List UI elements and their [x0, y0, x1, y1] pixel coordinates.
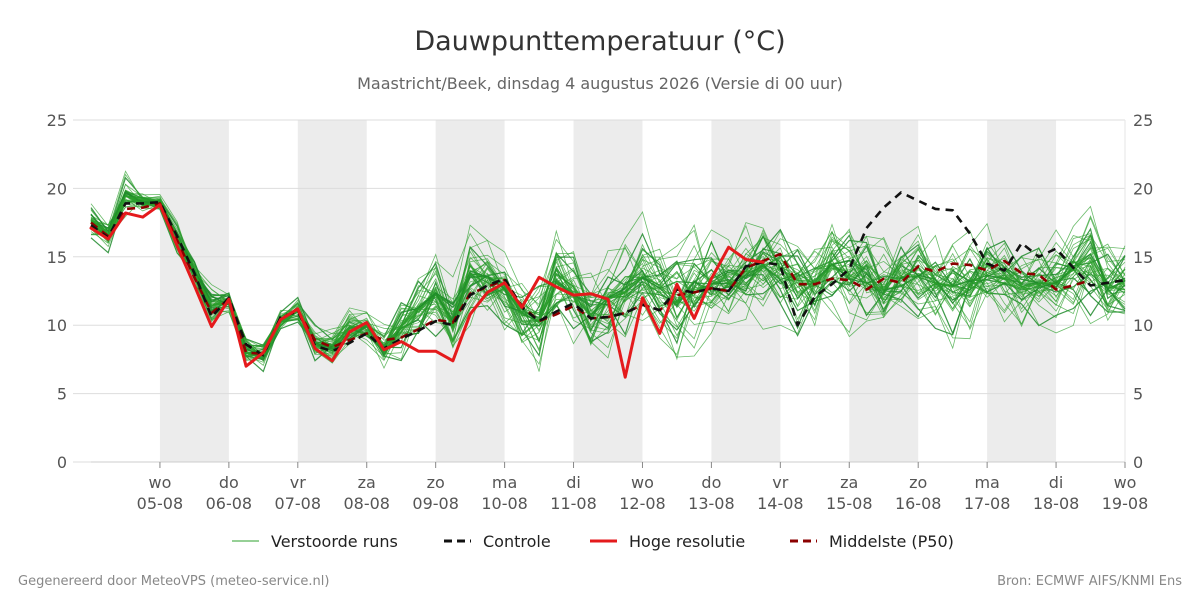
- x-tick-date: 07-08: [275, 494, 322, 513]
- x-tick-day: di: [566, 473, 581, 492]
- ensemble-member-line: [90, 183, 1126, 359]
- x-tick-date: 09-08: [412, 494, 459, 513]
- y-tick-label-left: 25: [47, 111, 67, 130]
- chart-title: Dauwpunttemperatuur (°C): [414, 26, 785, 57]
- day-band: [159, 120, 229, 462]
- legend: Verstoorde runs Controle Hoge resolutie Mid…: [232, 532, 954, 551]
- footer-source: Bron: ECMWF AIFS/KNMI Ens: [997, 574, 1182, 589]
- ensemble-member-line: [90, 193, 1126, 362]
- x-tick-date: 05-08: [137, 494, 184, 513]
- day-band: [297, 120, 367, 462]
- chart-subtitle: Maastricht/Beek, dinsdag 4 augustus 2026…: [357, 74, 843, 93]
- ensemble-member-line: [90, 195, 1126, 373]
- y-tick-label-left: 20: [47, 179, 67, 198]
- x-tick-date: 13-08: [688, 494, 735, 513]
- y-tick-label-right: 15: [1133, 248, 1153, 267]
- y-tick-label-left: 0: [57, 453, 67, 472]
- x-tick-day: wo: [631, 473, 654, 492]
- x-tick-date: 17-08: [964, 494, 1011, 513]
- x-tick-date: 19-08: [1102, 494, 1149, 513]
- y-tick-label-right: 20: [1133, 179, 1153, 198]
- x-tick-date: 15-08: [826, 494, 873, 513]
- x-tick-day: di: [1049, 473, 1064, 492]
- y-tick-label-right: 0: [1133, 453, 1143, 472]
- x-tick-date: 14-08: [757, 494, 804, 513]
- legend-label: Verstoorde runs: [271, 532, 398, 551]
- ensemble-member-line: [90, 195, 1126, 366]
- y-tick-label-right: 25: [1133, 111, 1153, 130]
- x-tick-date: 16-08: [895, 494, 942, 513]
- ensemble-member-line: [90, 189, 1126, 352]
- y-tick-label-right: 10: [1133, 316, 1153, 335]
- x-tick-day: zo: [427, 473, 445, 492]
- axes: 0 0 5 5 10 10 15 15 20 20 25 25 wo 05-08 do 06-08 vr 07-0…: [47, 111, 1154, 513]
- x-tick-day: do: [701, 473, 721, 492]
- x-tick-day: do: [219, 473, 239, 492]
- x-tick-day: wo: [1114, 473, 1137, 492]
- ensemble-member-line: [90, 192, 1126, 361]
- series-line-hoge-resolutie: [89, 203, 765, 379]
- footer-generated-by: Gegenereerd door MeteoVPS (meteo-service…: [18, 574, 329, 589]
- ensemble-member-line: [90, 195, 1126, 361]
- x-tick-date: 08-08: [343, 494, 390, 513]
- x-tick-date: 18-08: [1033, 494, 1080, 513]
- x-tick-date: 10-08: [481, 494, 528, 513]
- legend-label: Hoge resolutie: [629, 532, 745, 551]
- x-tick-day: wo: [148, 473, 171, 492]
- x-tick-day: ma: [974, 473, 999, 492]
- series-line-controle: [90, 191, 1126, 357]
- y-tick-label-left: 5: [57, 385, 67, 404]
- x-tick-date: 11-08: [550, 494, 597, 513]
- x-tick-day: zo: [909, 473, 927, 492]
- main-series: [89, 191, 1126, 379]
- y-tick-label-left: 10: [47, 316, 67, 335]
- x-tick-date: 06-08: [206, 494, 253, 513]
- x-tick-date: 12-08: [619, 494, 666, 513]
- legend-label: Middelste (P50): [829, 532, 954, 551]
- y-tick-label-left: 15: [47, 248, 67, 267]
- x-tick-day: za: [358, 473, 376, 492]
- x-tick-day: za: [840, 473, 858, 492]
- y-tick-label-right: 5: [1133, 385, 1143, 404]
- legend-label: Controle: [483, 532, 551, 551]
- x-tick-day: vr: [772, 473, 788, 492]
- x-tick-day: ma: [492, 473, 517, 492]
- x-tick-day: vr: [290, 473, 306, 492]
